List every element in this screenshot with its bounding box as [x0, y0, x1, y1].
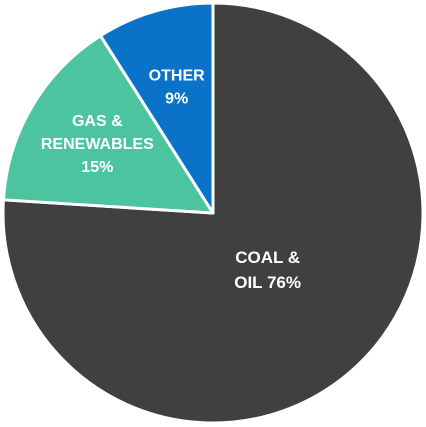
- slice-label-gas-renewables: RENEWABLES: [41, 136, 154, 153]
- slice-label-other: OTHER: [149, 68, 205, 85]
- slice-label-gas-renewables: 15%: [81, 159, 113, 176]
- pie-slice-gas-renewables: [1, 34, 215, 215]
- pie-slice-other: [98, 1, 215, 215]
- slice-label-coal-oil: COAL &: [235, 248, 300, 267]
- slice-label-coal-oil: OIL 76%: [234, 273, 301, 292]
- slice-label-gas-renewables: GAS &: [72, 113, 123, 130]
- slice-label-other: 9%: [165, 91, 188, 108]
